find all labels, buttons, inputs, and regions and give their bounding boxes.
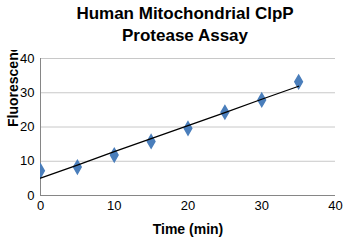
svg-text:30: 30 bbox=[255, 198, 269, 213]
svg-text:Fluorescence: Fluorescence bbox=[5, 50, 21, 127]
svg-text:30: 30 bbox=[20, 85, 34, 100]
svg-text:40: 40 bbox=[20, 51, 34, 66]
svg-text:40: 40 bbox=[328, 198, 342, 213]
svg-text:0: 0 bbox=[37, 198, 44, 213]
svg-text:20: 20 bbox=[20, 119, 34, 134]
svg-text:0: 0 bbox=[27, 188, 34, 203]
svg-text:20: 20 bbox=[181, 198, 195, 213]
svg-text:10: 10 bbox=[20, 153, 34, 168]
svg-text:Time (min): Time (min) bbox=[153, 221, 224, 237]
svg-text:10: 10 bbox=[107, 198, 121, 213]
html-text:Human Mitochondrial ClpP Prote: Human Mitochondrial ClpP Protease Assay bbox=[76, 4, 294, 45]
